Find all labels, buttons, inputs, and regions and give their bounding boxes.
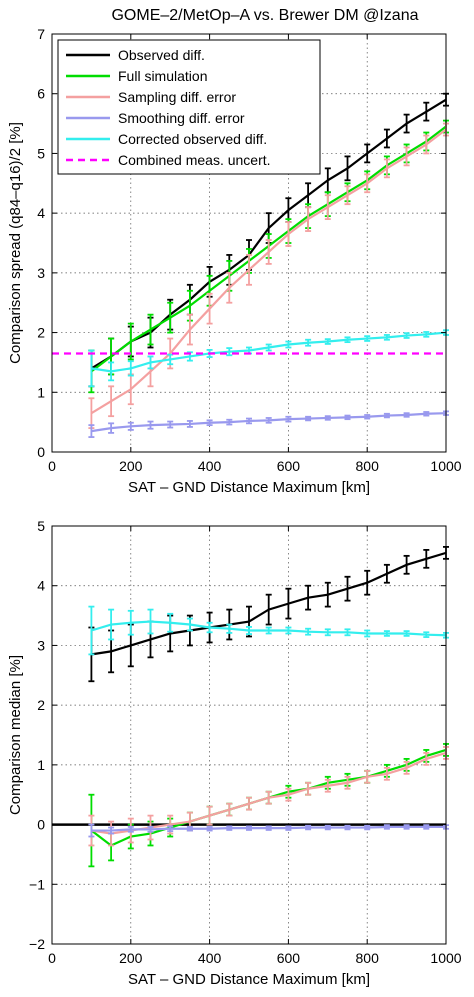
legend: Observed diff. Full simulation Sampling di… bbox=[57, 39, 321, 175]
x-tick-label: 600 bbox=[277, 458, 301, 474]
legend-entry: Corrected observed diff. bbox=[118, 131, 267, 147]
legend-entry: Observed diff. bbox=[118, 47, 205, 63]
x-tick-label: 1000 bbox=[430, 458, 461, 474]
x-tick-label: 400 bbox=[198, 458, 222, 474]
spread-panel: 0 200 400 600 800 1000 0 1 2 3 4 5 6 7 SAT – GND Dista… bbox=[7, 26, 462, 496]
y-tick-label: 3 bbox=[37, 637, 45, 653]
y-tick-label: 6 bbox=[37, 86, 45, 102]
median-panel: 0 200 400 600 800 1000 −2 −1 0 1 2 3 4 5 SAT – GND Dis… bbox=[7, 518, 462, 988]
series-smoothing bbox=[88, 823, 449, 838]
y-tick-label: 0 bbox=[37, 817, 45, 833]
y-axis-label: Comparison median [%] bbox=[7, 655, 24, 815]
series-observed bbox=[88, 546, 449, 683]
y-tick-label: 2 bbox=[37, 325, 45, 341]
y-tick-label: 1 bbox=[37, 384, 45, 400]
y-tick-label: 7 bbox=[37, 26, 45, 42]
x-axis-label: SAT – GND Distance Maximum [km] bbox=[128, 971, 370, 988]
x-tick-label: 0 bbox=[48, 950, 56, 966]
y-tick-label: 5 bbox=[37, 518, 45, 534]
y-tick-label: −1 bbox=[29, 876, 45, 892]
x-tick-label: 600 bbox=[277, 950, 301, 966]
y-tick-label: 0 bbox=[37, 444, 45, 460]
x-axis-label: SAT – GND Distance Maximum [km] bbox=[128, 479, 370, 496]
y-tick-label: −2 bbox=[29, 936, 45, 952]
y-axis-label: Comparison spread (q84–q16)/2 [%] bbox=[7, 122, 24, 364]
plot-frame bbox=[51, 525, 447, 945]
series-smoothing bbox=[88, 410, 449, 438]
series-line bbox=[91, 331, 447, 373]
series-corrected bbox=[88, 329, 449, 388]
x-tick-label: 400 bbox=[198, 950, 222, 966]
x-tick-label: 200 bbox=[119, 950, 143, 966]
y-tick-label: 5 bbox=[37, 145, 45, 161]
legend-entry: Combined meas. uncert. bbox=[118, 152, 271, 168]
x-tick-label: 0 bbox=[48, 458, 56, 474]
legend-entry: Sampling diff. error bbox=[118, 89, 236, 105]
x-tick-label: 1000 bbox=[430, 950, 461, 966]
x-tick-label: 200 bbox=[119, 458, 143, 474]
y-tick-label: 3 bbox=[37, 265, 45, 281]
y-tick-label: 4 bbox=[37, 205, 45, 221]
legend-box bbox=[57, 39, 321, 175]
plot-frame bbox=[51, 33, 447, 453]
series-full_simulation bbox=[88, 743, 449, 868]
x-tick-label: 800 bbox=[356, 458, 380, 474]
legend-entry: Smoothing diff. error bbox=[118, 110, 245, 126]
y-tick-label: 2 bbox=[37, 697, 45, 713]
y-tick-label: 4 bbox=[37, 578, 45, 594]
series-corrected bbox=[88, 605, 449, 656]
y-tick-label: 1 bbox=[37, 757, 45, 773]
x-tick-label: 800 bbox=[356, 950, 380, 966]
legend-entry: Full simulation bbox=[118, 68, 207, 84]
figure-title: GOME–2/MetOp–A vs. Brewer DM @Izana bbox=[111, 7, 418, 24]
